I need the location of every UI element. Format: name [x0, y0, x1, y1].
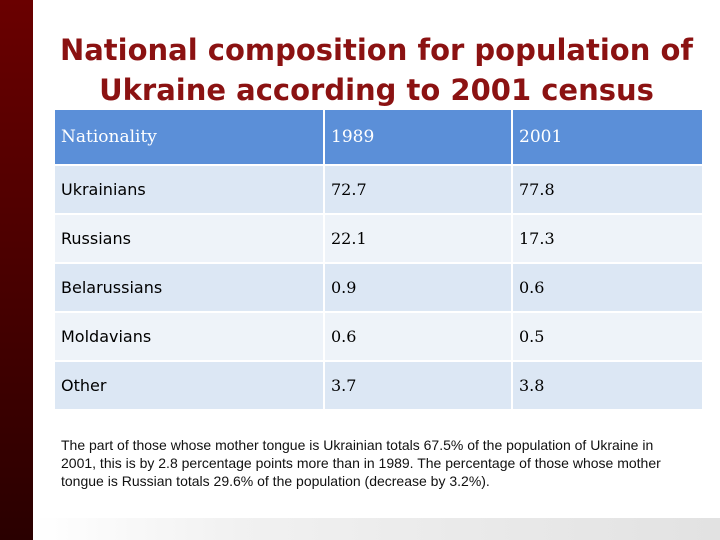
- left-decorative-bar: [0, 0, 33, 540]
- table-row: Ukrainians 72.7 77.8: [55, 166, 704, 215]
- cell-1989: 0.9: [325, 264, 513, 313]
- cell-1989: 72.7: [325, 166, 513, 215]
- table-row: Other 3.7 3.8: [55, 362, 704, 411]
- table-header-row: Nationality 1989 2001: [55, 110, 704, 166]
- cell-1989: 0.6: [325, 313, 513, 362]
- header-2001: 2001: [513, 110, 704, 166]
- cell-2001: 17.3: [513, 215, 704, 264]
- slide-title-line-1: National composition for population of: [59, 33, 694, 67]
- bottom-decorative-band: [33, 518, 720, 540]
- cell-nationality: Belarussians: [55, 264, 325, 313]
- cell-nationality: Ukrainians: [55, 166, 325, 215]
- cell-2001: 0.6: [513, 264, 704, 313]
- nationality-table: Nationality 1989 2001 Ukrainians 72.7 77…: [55, 110, 704, 411]
- header-nationality: Nationality: [55, 110, 325, 166]
- cell-nationality: Russians: [55, 215, 325, 264]
- header-1989: 1989: [325, 110, 513, 166]
- table-row: Belarussians 0.9 0.6: [55, 264, 704, 313]
- explanatory-note: The part of those whose mother tongue is…: [61, 437, 661, 489]
- cell-2001: 3.8: [513, 362, 704, 411]
- cell-1989: 3.7: [325, 362, 513, 411]
- cell-nationality: Other: [55, 362, 325, 411]
- table-row: Russians 22.1 17.3: [55, 215, 704, 264]
- cell-nationality: Moldavians: [55, 313, 325, 362]
- cell-1989: 22.1: [325, 215, 513, 264]
- table-row: Moldavians 0.6 0.5: [55, 313, 704, 362]
- slide-title: National composition for population of U…: [33, 30, 720, 110]
- cell-2001: 0.5: [513, 313, 704, 362]
- slide-title-line-2: Ukraine according to 2001 census: [99, 73, 654, 107]
- cell-2001: 77.8: [513, 166, 704, 215]
